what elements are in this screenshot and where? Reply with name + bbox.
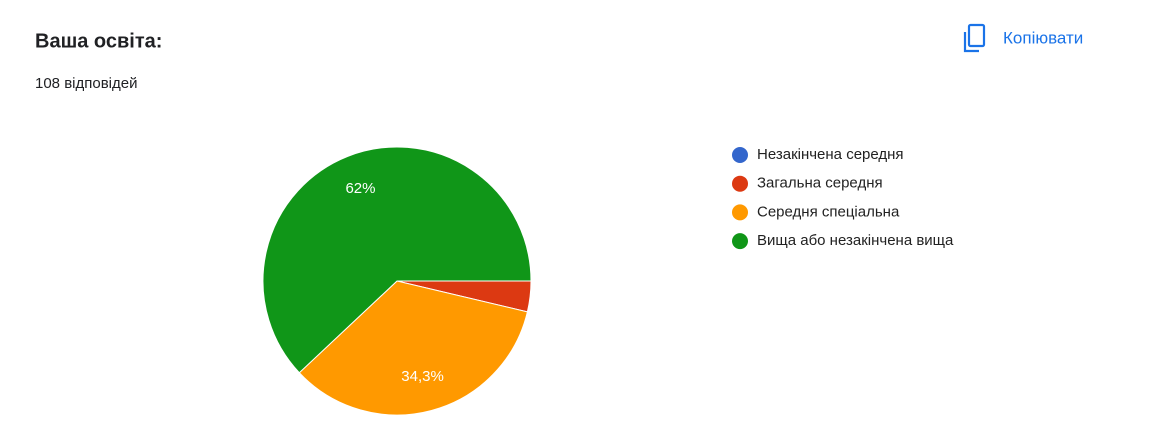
legend-marker xyxy=(732,233,748,250)
copy-label[interactable]: Копіювати xyxy=(1003,28,1083,47)
chart-title: Ваша освіта: xyxy=(35,30,162,52)
legend-marker xyxy=(732,175,748,192)
chart-subtitle: 108 відповідей xyxy=(35,75,138,92)
legend-label: Загальна середня xyxy=(757,175,883,192)
legend-marker xyxy=(732,147,748,163)
legend-label: Середня спеціальна xyxy=(757,203,900,220)
legend-label: Незакінчена середня xyxy=(757,146,904,163)
pie-slice xyxy=(298,280,528,416)
legend-label: Вища або незакінчена вища xyxy=(757,232,954,249)
slice-label: 34,3% xyxy=(401,368,444,385)
copy-button[interactable]: Копіювати xyxy=(950,20,1120,58)
copy-icon xyxy=(967,23,986,48)
slice-label: 62% xyxy=(345,180,375,197)
pie-slice xyxy=(262,146,532,374)
legend-marker xyxy=(732,204,748,221)
copy-icon xyxy=(963,32,979,53)
